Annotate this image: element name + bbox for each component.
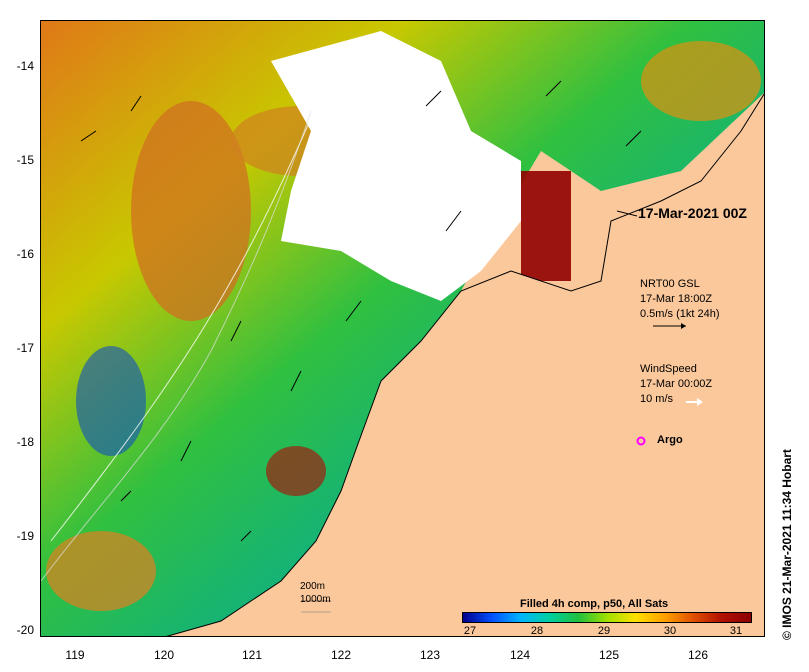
timestamp-label: 17-Mar-2021 00Z bbox=[638, 205, 747, 221]
contour-200m bbox=[50, 50, 342, 542]
colorbar-tick: 28 bbox=[530, 625, 544, 637]
wind-legend-scale: 10 m/s bbox=[640, 393, 674, 405]
lat-label: -18 bbox=[16, 435, 34, 449]
argo-label: Argo bbox=[657, 434, 683, 446]
lon-label: 120 bbox=[153, 648, 175, 662]
wind-legend: WindSpeed 17-Mar 00:00Z 10 m/s bbox=[640, 362, 712, 407]
warm-patch bbox=[131, 101, 251, 321]
warm-patch bbox=[266, 446, 326, 496]
sst-map[interactable] bbox=[40, 20, 765, 637]
no-data-area bbox=[271, 31, 521, 301]
lon-label: 122 bbox=[330, 648, 352, 662]
coastline bbox=[166, 93, 764, 636]
lat-label: -16 bbox=[16, 247, 34, 261]
current-legend: NRT00 GSL 17-Mar 18:00Z 0.5m/s (1kt 24h) bbox=[640, 277, 719, 322]
hot-coastal-patch bbox=[521, 171, 571, 281]
warm-patch bbox=[46, 531, 156, 611]
colorbar-tick: 30 bbox=[663, 625, 677, 637]
cold-patch bbox=[76, 346, 146, 456]
current-arrows bbox=[80, 80, 642, 542]
lon-label: 121 bbox=[241, 648, 263, 662]
contour-1000m bbox=[41, 110, 312, 582]
colorbar-tick: 31 bbox=[729, 625, 743, 637]
current-legend-scale: 0.5m/s (1kt 24h) bbox=[640, 308, 720, 320]
contour-label-1000m: 1000m bbox=[300, 594, 331, 605]
lon-label: 123 bbox=[419, 648, 441, 662]
colorbar-tick: 27 bbox=[463, 625, 477, 637]
lat-label: -20 bbox=[16, 623, 34, 637]
lon-label: 124 bbox=[509, 648, 531, 662]
current-legend-title: NRT00 GSL bbox=[640, 278, 700, 290]
argo-marker bbox=[636, 436, 646, 446]
lat-label: -17 bbox=[16, 341, 34, 355]
current-legend-time: 17-Mar 18:00Z bbox=[640, 293, 713, 305]
lat-label: -14 bbox=[16, 59, 34, 73]
lon-label: 125 bbox=[598, 648, 620, 662]
sst-map-canvas bbox=[41, 21, 764, 636]
colorbar-title: Filled 4h comp, p50, All Sats bbox=[520, 598, 669, 610]
lat-label: -15 bbox=[16, 153, 34, 167]
colorbar bbox=[462, 612, 752, 623]
wind-legend-time: 17-Mar 00:00Z bbox=[640, 378, 713, 390]
land-area bbox=[168, 94, 764, 636]
wind-legend-title: WindSpeed bbox=[640, 363, 697, 375]
credit-text: © IMOS 21-Mar-2021 11:34 Hobart bbox=[780, 449, 794, 640]
lon-label: 126 bbox=[687, 648, 709, 662]
lon-label: 119 bbox=[65, 648, 85, 662]
warm-patch bbox=[641, 41, 761, 121]
contour-label-200m: 200m bbox=[300, 581, 326, 592]
colorbar-tick: 29 bbox=[597, 625, 611, 637]
lat-label: -19 bbox=[16, 529, 34, 543]
